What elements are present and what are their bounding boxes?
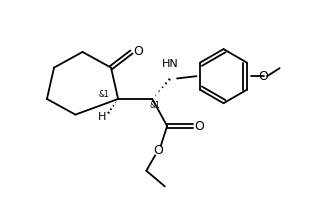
Text: O: O bbox=[133, 45, 143, 58]
Text: HN: HN bbox=[162, 59, 179, 69]
Text: O: O bbox=[258, 70, 268, 83]
Text: O: O bbox=[195, 120, 205, 132]
Text: H: H bbox=[97, 112, 106, 123]
Text: O: O bbox=[153, 144, 163, 157]
Text: &1: &1 bbox=[149, 101, 160, 110]
Text: &1: &1 bbox=[99, 90, 109, 99]
